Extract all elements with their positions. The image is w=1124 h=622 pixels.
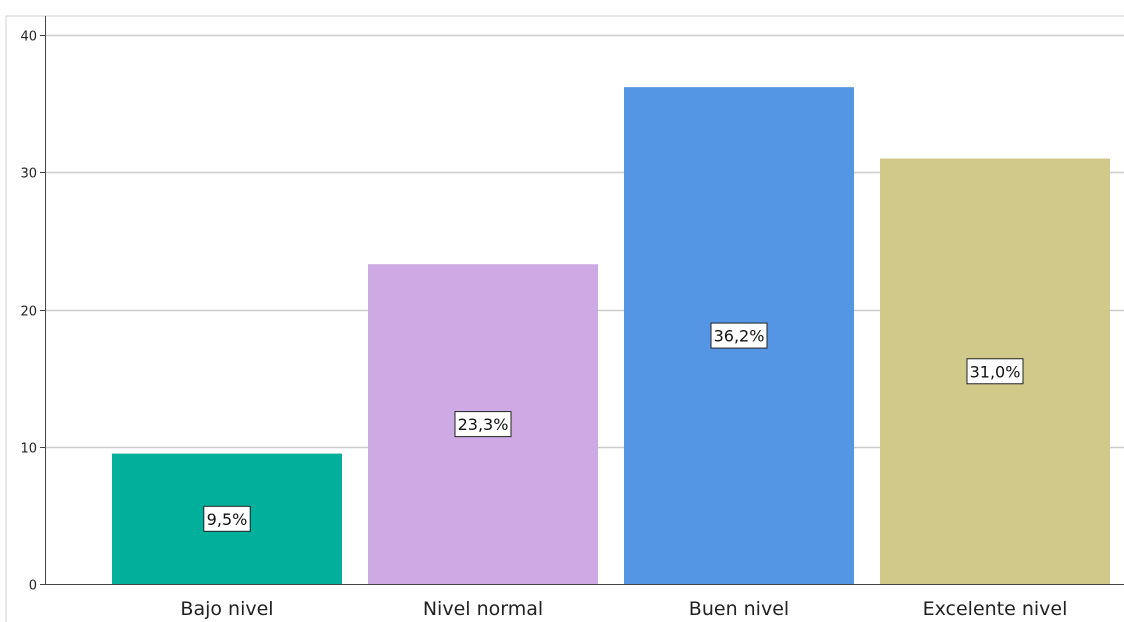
x-category-label: Nivel normal <box>423 598 543 620</box>
data-label: 23,3% <box>458 415 509 434</box>
x-category-label: Buen nivel <box>689 598 789 620</box>
axes: 0 10 20 30 40 Bajo nivel Nivel normal Buen nive… <box>20 16 1124 620</box>
data-label: 31,0% <box>970 362 1021 381</box>
data-label: 36,2% <box>714 327 765 346</box>
plot-frame <box>5 15 1124 622</box>
y-tick-label: 30 <box>20 167 37 182</box>
data-label: 9,5% <box>207 510 248 529</box>
data-labels: 9,5% 23,3% 36,2% 31,0% <box>203 322 1024 532</box>
x-category-label: Excelente nivel <box>923 598 1068 620</box>
y-tick-label: 20 <box>20 305 37 320</box>
data-label-box <box>710 322 768 349</box>
data-label-box <box>203 505 251 532</box>
data-label-box <box>454 411 512 438</box>
data-label-box <box>966 358 1024 385</box>
y-tick-label: 10 <box>20 442 37 457</box>
y-tick-label: 0 <box>29 579 37 594</box>
y-tick-label: 40 <box>20 30 37 45</box>
x-category-label: Bajo nivel <box>180 598 273 620</box>
